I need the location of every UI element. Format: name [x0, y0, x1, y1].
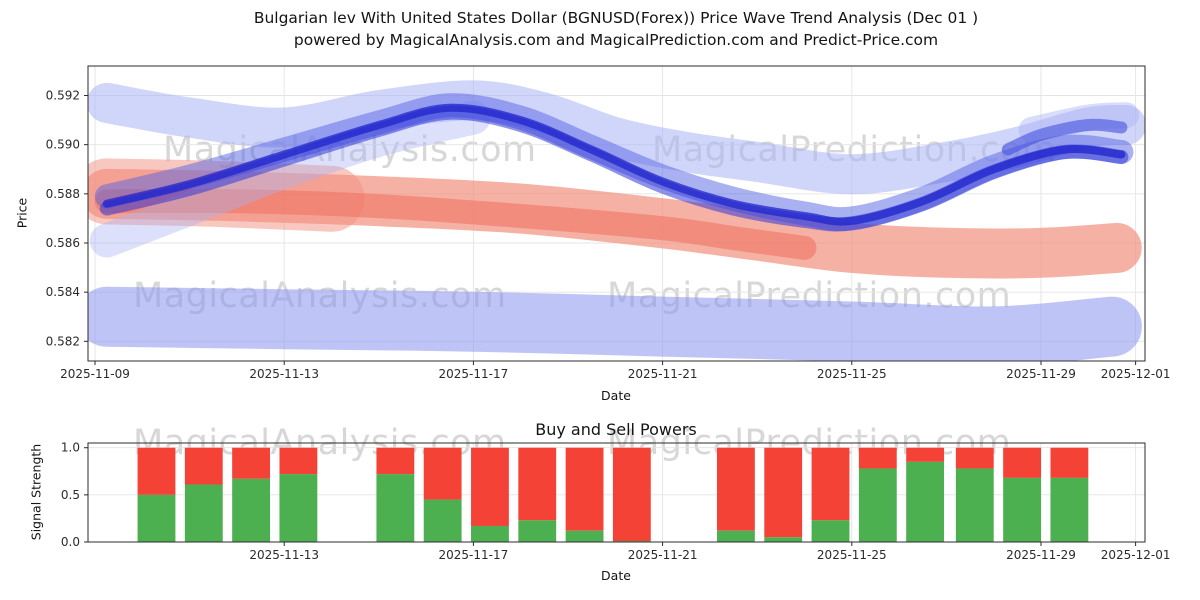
x-tick-label: 2025-11-29 — [1006, 548, 1076, 562]
y-tick-label: 0.584 — [46, 285, 80, 299]
buy-power-bar — [279, 474, 318, 542]
lower-support-band — [88, 286, 1142, 361]
y-tick-label: 0.592 — [46, 89, 80, 103]
x-tick-label: 2025-11-29 — [1006, 367, 1076, 381]
right-upper-blue-band — [1001, 118, 1128, 156]
sell-power-bar — [232, 447, 271, 479]
y-tick-label: 0.582 — [46, 334, 80, 348]
x-tick-label: 2025-11-13 — [249, 548, 319, 562]
sell-power-bar — [423, 447, 462, 500]
sell-power-bar — [518, 447, 557, 521]
sell-power-bar — [1003, 447, 1041, 478]
buy-power-bar — [1003, 477, 1041, 542]
date-axis-label-top: Date — [601, 388, 631, 403]
buy-power-bar — [764, 537, 803, 542]
buy-sell-powers-title: Buy and Sell Powers — [535, 420, 697, 439]
rising-light-band — [89, 100, 491, 258]
x-tick-label: 2025-11-17 — [439, 367, 509, 381]
x-tick-label: 2025-11-09 — [60, 367, 130, 381]
sell-power-bar — [811, 447, 850, 521]
y-tick-label: 0.590 — [46, 138, 80, 152]
sell-power-bar — [955, 447, 994, 469]
buy-power-bar — [565, 530, 604, 542]
upper-light-band — [88, 80, 1145, 195]
signal-strength-axis-label: Signal Strength — [28, 443, 44, 541]
buy-power-bar — [906, 461, 945, 542]
x-tick-label: 2025-11-17 — [439, 548, 509, 562]
sell-power-bar — [137, 447, 176, 495]
sell-power-bar — [565, 447, 604, 531]
buy-power-bar — [518, 520, 557, 542]
sell-power-bar — [279, 447, 318, 475]
sell-power-bar — [184, 447, 223, 485]
sell-power-bar — [612, 447, 651, 542]
x-tick-label: 2025-11-25 — [817, 367, 887, 381]
buy-power-bar — [423, 499, 462, 542]
price-plot-border — [87, 65, 1146, 362]
price-axis-label: Price — [14, 197, 30, 229]
buy-power-bar — [1050, 477, 1089, 542]
buy-power-bar — [232, 478, 271, 542]
buy-sell-powers-chart: 2025-11-13 2025-11-17 2025-11-21 2025-11-25… — [61, 441, 1171, 562]
sell-power-bar — [376, 447, 415, 475]
sell-power-bar — [858, 447, 897, 469]
sell-power-bar — [1050, 447, 1089, 478]
x-tick-label: 2025-12-01 — [1101, 367, 1171, 381]
buy-power-bar — [955, 468, 994, 542]
powers-plot-border — [87, 442, 1146, 543]
buy-power-bar — [716, 530, 755, 542]
red-core-band — [94, 188, 817, 260]
sell-power-bar — [471, 447, 509, 526]
x-tick-label: 2025-11-13 — [249, 367, 319, 381]
x-tick-label: 2025-11-25 — [817, 548, 887, 562]
buy-power-bar — [184, 484, 223, 542]
y-tick-label: 0.5 — [61, 488, 80, 502]
buy-power-bar — [811, 520, 850, 542]
buy-power-bar — [137, 494, 176, 542]
chart-subtitle: powered by MagicalAnalysis.com and Magic… — [293, 31, 939, 49]
buy-power-bar — [471, 525, 509, 542]
sell-power-bar — [716, 447, 755, 531]
price-wave-chart: 2025-11-09 2025-11-13 2025-11-17 2025-11-21… — [46, 65, 1171, 381]
y-tick-label: 0.588 — [46, 187, 80, 201]
buy-power-bar — [376, 474, 415, 542]
right-top-light-band — [1018, 102, 1140, 143]
x-tick-label: 2025-11-21 — [628, 367, 698, 381]
dark-blue-core — [102, 103, 1126, 226]
sell-power-bar — [906, 447, 945, 462]
date-axis-label-bottom: Date — [601, 568, 631, 583]
sell-power-bar — [764, 447, 803, 538]
buy-power-bar — [858, 468, 897, 542]
chart-title: Bulgarian lev With United States Dollar … — [253, 9, 979, 27]
x-tick-label: 2025-11-21 — [628, 548, 698, 562]
y-tick-label: 0.0 — [61, 535, 80, 549]
y-tick-label: 1.0 — [61, 441, 80, 455]
y-tick-label: 0.586 — [46, 236, 80, 250]
x-tick-label: 2025-12-01 — [1101, 548, 1171, 562]
